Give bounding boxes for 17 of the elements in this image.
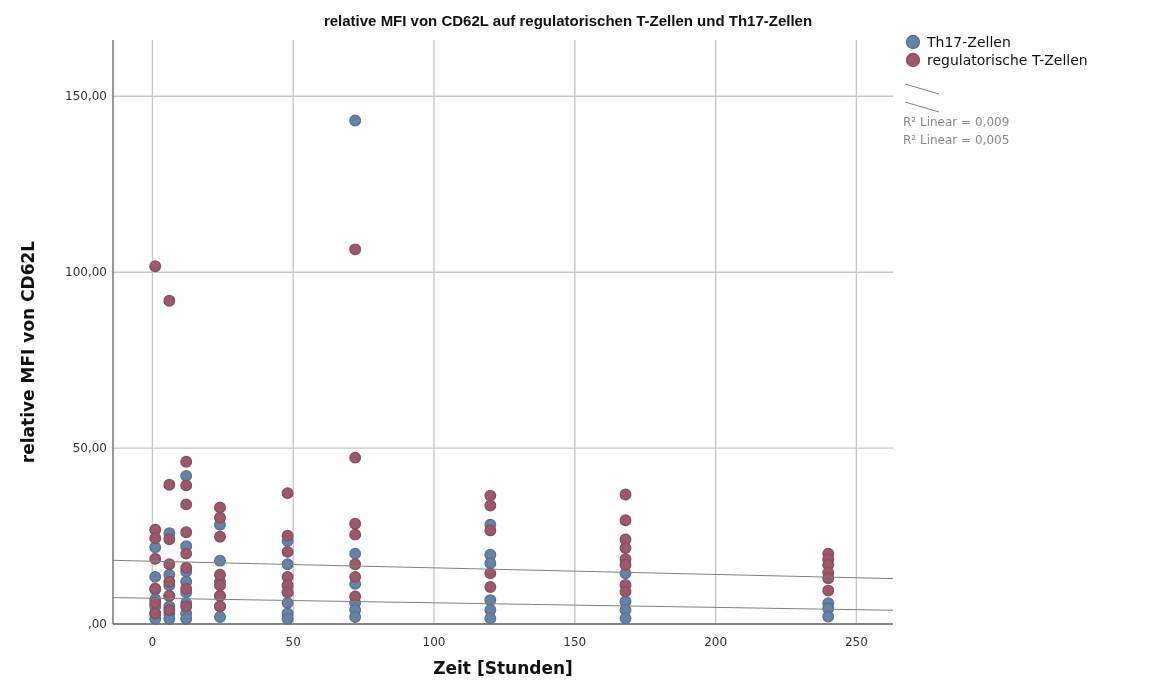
legend-label: regulatorische T-Zellen: [927, 52, 1088, 68]
y-tick-label: ,00: [87, 617, 107, 631]
chart-title: relative MFI von CD62L auf regulatorischen T-Zellen und Th17-Zellen: [323, 12, 813, 29]
x-tick-label: 200: [704, 635, 728, 649]
y-tick-label: 150,00: [65, 89, 107, 104]
y-tick-label: 50,00: [72, 441, 107, 456]
y-axis-title: relative MFI von CD62L: [18, 240, 38, 464]
legend-label: Th17-Zellen: [926, 34, 1011, 50]
x-axis-title: Zeit [Stunden]: [433, 658, 573, 678]
x-tick-label: 250: [844, 635, 868, 649]
x-tick-label: 100: [422, 635, 446, 649]
y-tick-label: 100,00: [65, 265, 107, 280]
x-tick-label: 50: [285, 635, 301, 649]
x-tick-label: 150: [563, 635, 587, 649]
text: R² Linear = 0,009: [903, 115, 1010, 129]
x-tick-label: 0: [148, 635, 157, 649]
text: R² Linear = 0,005: [903, 133, 1010, 147]
